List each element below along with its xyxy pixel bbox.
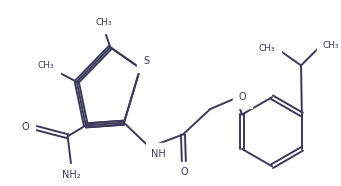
Text: CH₃: CH₃ bbox=[38, 61, 54, 70]
Text: NH₂: NH₂ bbox=[62, 170, 80, 180]
Text: O: O bbox=[180, 167, 188, 177]
Text: CH₃: CH₃ bbox=[96, 18, 112, 27]
Text: CH₃: CH₃ bbox=[259, 44, 276, 53]
Text: S: S bbox=[143, 56, 149, 66]
Text: NH: NH bbox=[151, 149, 166, 159]
Text: CH₃: CH₃ bbox=[323, 41, 339, 50]
Text: O: O bbox=[22, 122, 30, 132]
Text: O: O bbox=[238, 92, 246, 102]
